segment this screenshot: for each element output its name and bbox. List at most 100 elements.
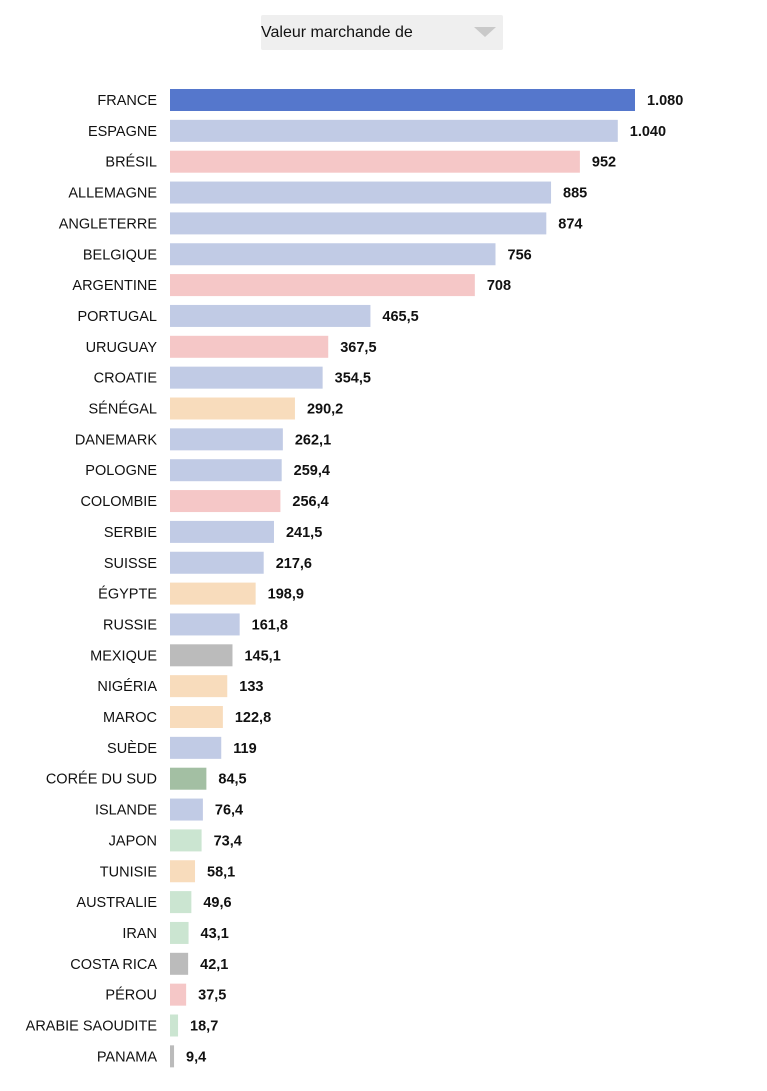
category-label: SÉNÉGAL — [89, 401, 158, 418]
value-label: 9,4 — [186, 1049, 206, 1065]
value-label: 756 — [508, 247, 532, 263]
bar — [170, 243, 496, 266]
category-label: ESPAGNE — [88, 124, 157, 140]
category-label: BELGIQUE — [83, 247, 157, 263]
value-label: 122,8 — [235, 710, 271, 726]
value-label: 256,4 — [292, 494, 328, 510]
category-label: MAROC — [103, 710, 157, 726]
value-label: 119 — [233, 741, 256, 757]
category-label: SUISSE — [104, 556, 158, 572]
bar — [170, 397, 295, 420]
value-label: 217,6 — [276, 556, 312, 572]
category-label: ARABIE SAOUDITE — [26, 1019, 158, 1035]
category-label: URUGUAY — [86, 340, 158, 356]
bar — [170, 736, 222, 759]
value-label: 37,5 — [198, 988, 226, 1004]
category-label: IRAN — [122, 926, 157, 942]
category-label: ISLANDE — [95, 803, 157, 819]
bar — [170, 829, 202, 852]
category-label: DANEMARK — [75, 432, 158, 448]
bar — [170, 675, 228, 698]
category-label: ARGENTINE — [72, 278, 157, 294]
bar — [170, 644, 233, 667]
bar — [170, 459, 282, 482]
value-label: 84,5 — [218, 772, 246, 788]
value-label: 241,5 — [286, 525, 322, 541]
value-label: 262,1 — [295, 432, 331, 448]
bar — [170, 490, 281, 513]
value-label: 465,5 — [382, 309, 418, 325]
bar — [170, 983, 187, 1006]
category-label: NIGÉRIA — [97, 678, 157, 695]
bar — [170, 212, 547, 235]
category-label: SUÈDE — [107, 740, 157, 757]
category-label: ÉGYPTE — [98, 586, 157, 603]
category-label: RUSSIE — [103, 617, 157, 633]
category-label: AUSTRALIE — [76, 895, 157, 911]
value-label: 198,9 — [268, 587, 304, 603]
chevron-down-icon[interactable] — [474, 27, 496, 39]
value-label: 43,1 — [201, 926, 229, 942]
category-label: PANAMA — [97, 1049, 157, 1065]
bar — [170, 335, 329, 358]
bar — [170, 119, 618, 142]
value-label: 73,4 — [214, 833, 242, 849]
value-label: 42,1 — [200, 957, 228, 973]
value-label: 885 — [563, 186, 587, 202]
category-label: PÉROU — [105, 987, 157, 1004]
value-label: 76,4 — [215, 803, 243, 819]
value-label: 952 — [592, 155, 616, 171]
bar — [170, 181, 552, 204]
bar — [170, 1014, 179, 1037]
bar — [170, 613, 240, 636]
value-label: 874 — [558, 216, 582, 232]
category-label: JAPON — [109, 833, 157, 849]
category-label: BRÉSIL — [105, 154, 157, 171]
category-label: CORÉE DU SUD — [46, 771, 157, 788]
bar — [170, 921, 189, 944]
bar — [170, 860, 196, 883]
value-label: 367,5 — [340, 340, 376, 356]
category-label: POLOGNE — [85, 463, 157, 479]
bar — [170, 304, 371, 327]
value-label: 161,8 — [252, 617, 288, 633]
category-label: CROATIE — [94, 371, 158, 387]
bar — [170, 952, 189, 975]
value-label: 290,2 — [307, 402, 343, 418]
value-label: 145,1 — [244, 648, 280, 664]
value-label: 18,7 — [190, 1019, 218, 1035]
bar — [170, 1045, 175, 1068]
bar — [170, 891, 192, 914]
value-label: 354,5 — [335, 371, 371, 387]
bar — [170, 551, 264, 574]
bar — [170, 582, 256, 605]
bar — [170, 428, 283, 451]
bar — [170, 798, 203, 821]
category-label: FRANCE — [97, 93, 157, 109]
value-label: 58,1 — [207, 864, 235, 880]
category-label: MEXIQUE — [90, 648, 157, 664]
category-label: COSTA RICA — [70, 957, 157, 973]
value-label: 1.080 — [647, 93, 683, 109]
value-label: 133 — [239, 679, 263, 695]
bar — [170, 274, 475, 297]
category-label: ALLEMAGNE — [68, 186, 157, 202]
bar — [170, 366, 323, 389]
category-label: PORTUGAL — [77, 309, 157, 325]
value-label: 708 — [487, 278, 511, 294]
dropdown-label: Valeur marchande de — [261, 24, 413, 41]
bar — [170, 89, 635, 111]
value-label: 259,4 — [294, 463, 330, 479]
bar — [170, 150, 580, 173]
bar — [170, 520, 274, 543]
value-dropdown[interactable]: Valeur marchande de — [261, 15, 503, 50]
value-label: 49,6 — [203, 895, 231, 911]
value-label: 1.040 — [630, 124, 666, 140]
bar — [170, 767, 207, 790]
category-label: COLOMBIE — [80, 494, 157, 510]
category-label: TUNISIE — [100, 864, 158, 880]
bar — [170, 706, 223, 728]
category-label: ANGLETERRE — [59, 216, 158, 232]
category-label: SERBIE — [104, 525, 158, 541]
